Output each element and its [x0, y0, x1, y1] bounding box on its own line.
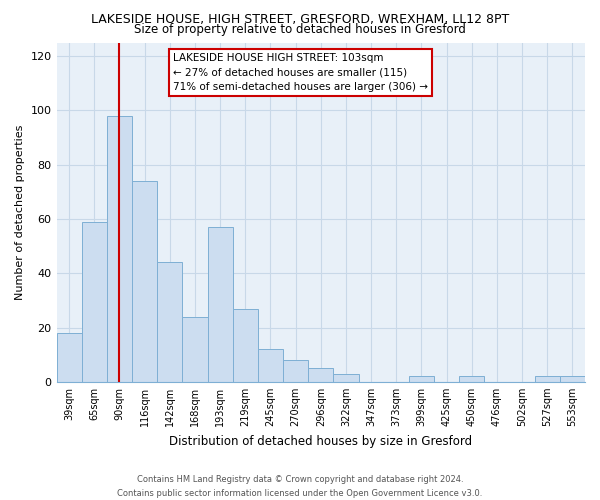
Bar — [182, 316, 208, 382]
Bar — [258, 349, 283, 382]
Y-axis label: Number of detached properties: Number of detached properties — [15, 124, 25, 300]
Text: Size of property relative to detached houses in Gresford: Size of property relative to detached ho… — [134, 22, 466, 36]
Bar — [283, 360, 308, 382]
Bar — [535, 376, 560, 382]
Bar — [308, 368, 334, 382]
Bar — [459, 376, 484, 382]
Bar — [560, 376, 585, 382]
Bar — [82, 222, 107, 382]
Bar — [208, 227, 233, 382]
Text: LAKESIDE HOUSE, HIGH STREET, GRESFORD, WREXHAM, LL12 8PT: LAKESIDE HOUSE, HIGH STREET, GRESFORD, W… — [91, 12, 509, 26]
Text: Contains HM Land Registry data © Crown copyright and database right 2024.
Contai: Contains HM Land Registry data © Crown c… — [118, 476, 482, 498]
Bar — [56, 333, 82, 382]
Bar — [107, 116, 132, 382]
X-axis label: Distribution of detached houses by size in Gresford: Distribution of detached houses by size … — [169, 434, 472, 448]
Text: LAKESIDE HOUSE HIGH STREET: 103sqm
← 27% of detached houses are smaller (115)
71: LAKESIDE HOUSE HIGH STREET: 103sqm ← 27%… — [173, 52, 428, 92]
Bar — [157, 262, 182, 382]
Bar — [409, 376, 434, 382]
Bar — [233, 308, 258, 382]
Bar — [132, 181, 157, 382]
Bar — [334, 374, 359, 382]
